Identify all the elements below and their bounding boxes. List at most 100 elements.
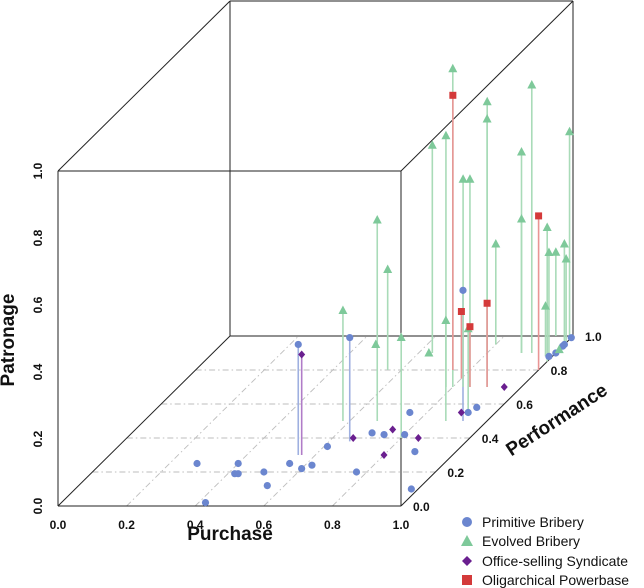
drop-lines (297, 68, 571, 455)
point-primitive-bribery (346, 333, 354, 342)
z-tick-label: 0.4 (31, 363, 45, 380)
point-primitive-bribery (368, 429, 376, 437)
point-evolved-bribery (559, 239, 569, 248)
grid-line (126, 335, 299, 507)
point-evolved-bribery (396, 332, 406, 341)
x-tick-label: 0.8 (324, 518, 341, 532)
legend-item-evolved-bribery: Evolved Bribery (461, 533, 580, 549)
point-evolved-bribery (541, 301, 550, 310)
point-primitive-bribery (406, 408, 414, 417)
legend-square-marker (462, 575, 472, 585)
point-evolved-bribery (465, 174, 475, 183)
point-evolved-bribery (371, 339, 381, 348)
point-evolved-bribery (441, 315, 451, 324)
y-axis-title: Performance (503, 380, 612, 461)
legend-triangle-marker (461, 535, 473, 546)
point-primitive-bribery (459, 286, 467, 294)
z-tick-label: 0.0 (31, 497, 45, 514)
legend-diamond-marker (462, 556, 472, 566)
point-primitive-bribery (234, 459, 242, 468)
floor-grid (92, 335, 539, 507)
grid-line (194, 335, 368, 507)
point-evolved-bribery (527, 80, 537, 89)
y-tick-label: 0.8 (551, 364, 568, 378)
point-evolved-bribery (458, 174, 468, 183)
point-office-selling-syndicate (457, 408, 465, 417)
point-primitive-bribery (411, 448, 419, 456)
point-evolved-bribery (482, 96, 492, 106)
z-tick-label: 0.6 (31, 296, 45, 313)
point-evolved-bribery (427, 140, 437, 149)
z-tick-label: 1.0 (31, 162, 45, 179)
x-tick-label: 0.4 (187, 518, 204, 532)
point-office-selling-syndicate (298, 350, 306, 359)
point-evolved-bribery (517, 147, 526, 156)
point-office-selling-syndicate (414, 434, 422, 442)
y-tick-label: 0.2 (447, 466, 464, 480)
box-edge (400, 0, 574, 172)
x-tick-label: 0.0 (50, 518, 67, 532)
point-evolved-bribery (372, 215, 382, 224)
point-primitive-bribery (201, 499, 210, 507)
legend: Primitive Bribery Evolved Bribery Office… (461, 514, 629, 588)
point-evolved-bribery (542, 222, 552, 231)
point-primitive-bribery (260, 468, 268, 476)
point-primitive-bribery (352, 468, 361, 476)
point-evolved-bribery (448, 63, 458, 73)
legend-label-office-selling-syndicate: Office-selling Syndicate (482, 553, 628, 569)
point-evolved-bribery (338, 305, 348, 314)
legend-label-evolved-bribery: Evolved Bribery (482, 533, 580, 549)
point-primitive-bribery (567, 334, 575, 342)
point-primitive-bribery (380, 431, 388, 439)
x-axis-title: Purchase (187, 524, 273, 545)
point-primitive-bribery (545, 352, 553, 360)
x-tick-label: 0.6 (255, 518, 272, 532)
point-primitive-bribery (263, 482, 271, 490)
point-evolved-bribery (517, 214, 526, 223)
legend-label-primitive-bribery: Primitive Bribery (482, 514, 584, 530)
z-tick-label: 0.8 (31, 229, 45, 246)
point-oligarchical-powerbase (457, 308, 465, 315)
point-oligarchical-powerbase (483, 299, 491, 307)
legend-item-oligarchical-powerbase: Oligarchical Powerbase (462, 572, 629, 588)
z-axis-title: Patronage (0, 294, 19, 387)
point-primitive-bribery (298, 465, 306, 473)
y-tick-label: 0.0 (413, 500, 430, 514)
x-tick-label: 0.2 (118, 518, 135, 532)
point-primitive-bribery (323, 442, 332, 451)
point-office-selling-syndicate (349, 434, 357, 442)
x-tick-label: 1.0 (393, 518, 410, 532)
point-evolved-bribery (441, 130, 451, 140)
point-primitive-bribery (464, 408, 472, 417)
point-office-selling-syndicate (380, 451, 388, 459)
tick-labels: 0.0 0.2 0.4 0.6 0.8 1.00.00.20.40.60.81.00.00… (31, 162, 602, 532)
legend-item-primitive-bribery: Primitive Bribery (462, 514, 584, 530)
z-tick-label: 0.2 (31, 430, 45, 447)
point-evolved-bribery (383, 264, 393, 273)
box-edge (400, 335, 574, 507)
legend-circle-marker (462, 517, 472, 527)
point-primitive-bribery (401, 431, 409, 439)
point-primitive-bribery (286, 459, 294, 468)
point-oligarchical-powerbase (535, 212, 543, 220)
point-evolved-bribery (424, 348, 434, 357)
box-edge (57, 0, 231, 172)
point-evolved-bribery (491, 239, 501, 248)
data-points (193, 63, 575, 507)
legend-item-office-selling-syndicate: Office-selling Syndicate (462, 553, 628, 569)
point-primitive-bribery (294, 340, 302, 349)
point-primitive-bribery (473, 403, 481, 411)
point-oligarchical-powerbase (449, 91, 457, 99)
y-tick-label: 0.6 (516, 398, 533, 412)
point-evolved-bribery (551, 247, 561, 256)
point-office-selling-syndicate (500, 383, 508, 391)
point-primitive-bribery (407, 485, 415, 493)
point-evolved-bribery (554, 344, 564, 354)
y-tick-label: 0.4 (482, 432, 499, 446)
point-evolved-bribery (544, 247, 554, 256)
legend-label-oligarchical-powerbase: Oligarchical Powerbase (482, 572, 629, 588)
point-evolved-bribery (561, 254, 571, 263)
grid-line (332, 335, 505, 507)
box-edge (57, 335, 231, 507)
